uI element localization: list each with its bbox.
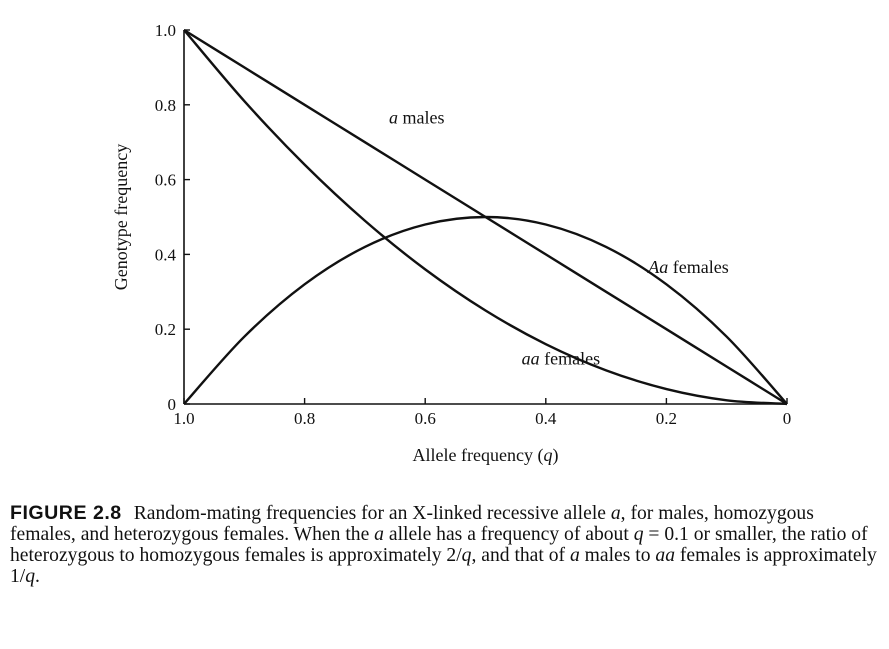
y-axis-title: Genotype frequency bbox=[111, 144, 131, 290]
series-line-aa-females bbox=[183, 29, 788, 406]
y-tick-label: 0.8 bbox=[155, 96, 176, 115]
y-tick-label: 0.2 bbox=[155, 320, 176, 339]
genotype-frequency-chart: 1.0 0.8 0.6 0.4 0.2 0 0 0.2 0.4 0.6 0.8 1.0 Allele f… bbox=[111, 21, 791, 466]
x-tick-label: 0.6 bbox=[415, 409, 436, 428]
series-label-a-males: a males bbox=[389, 108, 445, 128]
caption-italic-var: a bbox=[374, 524, 384, 545]
x-tick-label: 0.8 bbox=[294, 409, 315, 428]
y-tick-label: 0.4 bbox=[155, 245, 177, 264]
axes: 1.0 0.8 0.6 0.4 0.2 0 0 0.2 0.4 0.6 0.8 1.0 Allele f… bbox=[111, 21, 791, 466]
caption-italic-var: q bbox=[25, 566, 36, 587]
caption-italic-var: a bbox=[610, 503, 621, 524]
series-layer bbox=[183, 28, 788, 406]
y-tick-label: 0.6 bbox=[155, 171, 176, 190]
x-tick-label: 1.0 bbox=[173, 409, 194, 428]
caption-italic-var: q bbox=[633, 524, 644, 545]
y-tick-label: 0 bbox=[168, 395, 177, 414]
caption-italic-var: q bbox=[461, 545, 472, 566]
x-tick-label: 0.2 bbox=[656, 409, 677, 428]
x-axis-title: Allele frequency (q) bbox=[413, 445, 559, 466]
figure-caption: FIGURE 2.8 Random-mating frequencies for … bbox=[10, 502, 882, 588]
figure-number: FIGURE 2.8 bbox=[10, 502, 122, 524]
caption-text: Random-mating frequencies for an X-linke… bbox=[10, 503, 877, 587]
series-label-aa-females: aa females bbox=[522, 349, 600, 369]
series-line-aa-females bbox=[183, 215, 788, 405]
caption-italic-var: aa bbox=[655, 545, 675, 566]
x-tick-label: 0.4 bbox=[535, 409, 557, 428]
y-tick-label: 1.0 bbox=[155, 21, 176, 40]
x-tick-label: 0 bbox=[783, 409, 792, 428]
series-label-aa-females: Aa females bbox=[647, 257, 728, 277]
caption-italic-var: a bbox=[569, 545, 580, 566]
labels-layer: a males aa females Aa females bbox=[389, 108, 729, 369]
